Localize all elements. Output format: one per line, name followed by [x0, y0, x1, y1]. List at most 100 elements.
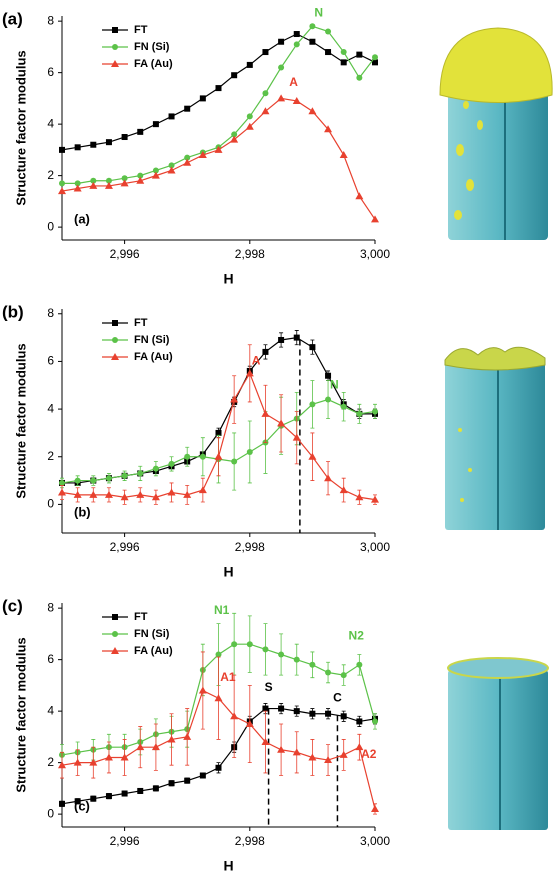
annotation: A2	[361, 747, 377, 761]
marker	[152, 785, 159, 792]
marker	[340, 672, 347, 679]
marker	[199, 772, 206, 779]
marker	[309, 401, 316, 408]
marker	[112, 337, 118, 343]
marker	[198, 151, 207, 159]
marker	[293, 31, 300, 38]
marker	[371, 215, 379, 223]
marker	[355, 493, 364, 501]
marker	[58, 761, 66, 769]
marker	[105, 177, 112, 184]
marker	[199, 95, 206, 102]
annotation: A1	[220, 670, 236, 684]
marker	[246, 641, 253, 648]
marker	[74, 144, 81, 151]
marker	[355, 192, 364, 200]
marker	[372, 59, 378, 66]
marker	[246, 448, 253, 455]
panel-label: (a)	[2, 9, 23, 28]
marker	[261, 107, 270, 115]
marker	[90, 795, 97, 802]
illustration-b	[444, 346, 546, 530]
marker	[230, 395, 239, 403]
marker	[89, 181, 98, 189]
marker	[372, 408, 378, 415]
marker	[246, 113, 253, 120]
marker	[74, 180, 81, 187]
marker	[372, 718, 378, 725]
marker	[137, 470, 144, 477]
marker	[105, 475, 112, 482]
marker	[167, 488, 176, 496]
marker	[73, 758, 82, 766]
y-tick-label: 0	[47, 806, 54, 820]
marker	[215, 764, 222, 771]
marker	[325, 669, 332, 676]
marker	[104, 181, 113, 189]
y-tick-label: 2	[47, 449, 54, 463]
y-axis-label: Structure factor modulus	[13, 50, 28, 205]
marker	[292, 748, 301, 756]
x-tick-label: 2,998	[235, 834, 265, 848]
marker	[74, 477, 81, 484]
panel: (c)(c)Structure factor modulusH024682,99…	[2, 596, 390, 873]
marker	[183, 490, 192, 498]
marker	[183, 732, 192, 740]
marker	[231, 641, 238, 648]
marker	[293, 656, 300, 663]
series-line	[61, 97, 376, 220]
marker	[59, 146, 65, 153]
annotation: S	[265, 680, 273, 694]
legend-label: FN (Si)	[134, 334, 170, 346]
marker	[309, 661, 316, 668]
y-tick-label: 6	[47, 652, 54, 666]
marker	[230, 712, 239, 720]
marker	[371, 804, 379, 812]
marker	[278, 64, 285, 71]
marker	[137, 172, 144, 179]
marker	[112, 44, 118, 50]
marker	[262, 90, 269, 97]
marker	[198, 686, 207, 694]
marker	[246, 61, 253, 68]
marker	[59, 800, 65, 807]
marker	[121, 134, 128, 141]
marker	[293, 334, 300, 341]
marker	[356, 661, 363, 668]
marker	[111, 647, 119, 654]
legend-label: FA (Au)	[134, 351, 173, 363]
panel: (b) (b) Structure factor modulus H 0 2 4 6 8 2,99…	[2, 302, 390, 579]
marker	[136, 490, 145, 498]
marker	[151, 171, 160, 179]
y-axis-label: Structure factor modulus	[13, 343, 28, 498]
y-tick-label: 8	[47, 600, 54, 614]
marker	[308, 107, 317, 115]
illustration-c	[447, 657, 549, 830]
marker	[215, 85, 222, 92]
marker	[214, 452, 223, 460]
marker	[74, 798, 81, 805]
marker	[309, 344, 316, 351]
marker	[90, 477, 97, 484]
marker	[112, 631, 118, 637]
annotation: N	[314, 6, 323, 20]
y-tick-label: 4	[47, 116, 54, 130]
marker	[356, 718, 363, 725]
marker	[372, 54, 378, 61]
marker	[59, 479, 65, 486]
marker	[277, 419, 286, 427]
marker	[340, 713, 347, 720]
marker	[104, 490, 113, 498]
marker	[215, 429, 222, 436]
marker	[105, 793, 112, 800]
marker	[58, 488, 66, 496]
marker	[111, 353, 119, 360]
x-axis-label: H	[223, 564, 233, 580]
marker	[278, 705, 285, 712]
marker	[309, 23, 316, 30]
y-tick-label: 2	[47, 755, 54, 769]
marker	[356, 74, 363, 81]
marker	[308, 753, 317, 761]
y-tick-label: 4	[47, 703, 54, 717]
